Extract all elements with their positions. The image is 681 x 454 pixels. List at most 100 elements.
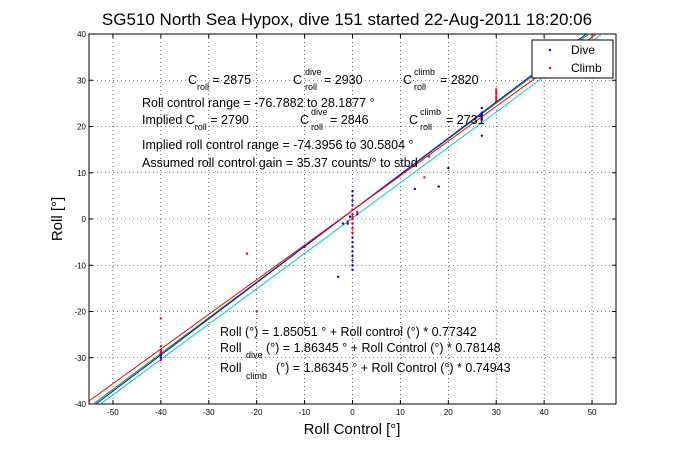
- y-tick-label: 10: [77, 169, 86, 178]
- c-roll-value: = 2875: [209, 73, 251, 87]
- implied-c-climb-superscript: climb: [420, 107, 441, 117]
- implied-roll-control-range: Implied roll control range = -74.3956 to…: [142, 138, 414, 152]
- x-tick-label: -40: [155, 408, 167, 417]
- dive-point: [346, 222, 349, 225]
- climb-point: [351, 215, 354, 218]
- c-climb-symbol: C: [403, 73, 412, 87]
- x-tick-label: -10: [299, 408, 311, 417]
- svg-text:C: C: [293, 73, 302, 87]
- c-climb-subscript: roll: [414, 82, 426, 92]
- climb-point: [351, 231, 354, 235]
- dive-point: [480, 118, 484, 121]
- climb-point: [245, 252, 249, 255]
- axis-ticks: -50 -40 -30 -20 -10 0 10 20 30 40 50 -40 -30 -20 -10 0 1…: [74, 30, 616, 417]
- implied-c-dive-subscript: roll: [311, 122, 323, 132]
- dive-point: [341, 222, 345, 225]
- dive-point: [351, 264, 354, 267]
- x-axis-label: Roll Control [°]: [304, 421, 401, 438]
- legend: Dive Climb: [531, 39, 614, 79]
- x-tick-label: 30: [492, 408, 501, 417]
- implied-c-climb-subscript: roll: [420, 122, 432, 132]
- dive-point: [480, 134, 484, 137]
- equation-roll-dive-prefix: Roll: [220, 341, 242, 355]
- equation-roll-climb-subscript: climb: [246, 371, 267, 381]
- implied-c-climb-value: = 2731: [446, 113, 485, 127]
- equation-roll-climb-prefix: Roll: [220, 361, 242, 375]
- climb-point: [480, 116, 484, 119]
- x-tick-label: 10: [396, 408, 405, 417]
- climb-point: [351, 227, 354, 230]
- grid: [89, 33, 616, 405]
- implied-c-subscript: roll: [195, 122, 207, 132]
- legend-climb-marker: [548, 66, 552, 70]
- fit-equations: Roll (°) = 1.85051 ° + Roll control (°) …: [220, 325, 511, 381]
- svg-text:Implied Croll = 2790: Implied Croll = 2790: [142, 113, 249, 132]
- climb-point: [427, 155, 431, 158]
- y-tick-label: -10: [74, 261, 86, 270]
- x-tick-label: 50: [588, 408, 597, 417]
- dive-point: [480, 113, 484, 117]
- c-dive-value: = 2930: [324, 73, 363, 87]
- x-tick-label: 20: [444, 408, 453, 417]
- y-tick-label: 40: [77, 30, 86, 39]
- legend-box: [531, 39, 614, 79]
- climb-point: [159, 351, 163, 355]
- x-tick-label: -20: [251, 408, 263, 417]
- y-tick-label: 30: [77, 76, 86, 85]
- dive-point: [480, 106, 484, 110]
- climb-point: [423, 176, 426, 179]
- dive-point: [413, 187, 416, 191]
- legend-dive-label: Dive: [571, 43, 595, 57]
- svg-text:Croll = 2875: Croll = 2875: [188, 73, 251, 92]
- climb-point: [159, 358, 163, 362]
- equation-roll-dive-subscript: dive: [246, 350, 263, 360]
- dive-point: [437, 185, 440, 188]
- climb-point: [351, 203, 354, 207]
- dive-point: [336, 275, 340, 279]
- climb-point: [356, 210, 359, 214]
- dive-point: [447, 166, 450, 170]
- c-dive-superscript: dive: [305, 67, 322, 77]
- y-axis-label: Roll [°]: [49, 197, 66, 241]
- y-tick-label: 20: [77, 123, 86, 132]
- climb-point: [346, 220, 349, 223]
- climb-point: [495, 95, 498, 98]
- assumed-roll-control-gain: Assumed roll control gain = 35.37 counts…: [142, 156, 418, 170]
- data-points: [159, 88, 498, 362]
- dive-point: [351, 240, 354, 244]
- chart-title: SG510 North Sea Hypox, dive 151 started …: [102, 10, 592, 29]
- y-tick-label: -30: [74, 354, 86, 363]
- y-tick-label: 0: [82, 215, 87, 224]
- dive-point: [159, 356, 163, 359]
- dive-point: [356, 213, 359, 216]
- y-tick-label: -40: [74, 400, 86, 409]
- dive-point: [348, 215, 352, 218]
- implied-c-dive-symbol: C: [300, 113, 309, 127]
- climb-point: [159, 317, 163, 320]
- c-climb-value: = 2820: [440, 73, 479, 87]
- c-dive-subscript: roll: [305, 82, 317, 92]
- implied-c-dive-superscript: dive: [311, 107, 328, 117]
- c-roll-subscript: roll: [197, 82, 209, 92]
- dive-point: [351, 259, 354, 262]
- equation-roll-dive-rest: (°) = 1.86345 ° + Roll Control (°) * 0.7…: [266, 341, 501, 355]
- climb-point: [159, 344, 163, 348]
- dive-point: [351, 199, 354, 202]
- x-tick-label: 0: [350, 408, 355, 417]
- climb-point: [495, 92, 498, 96]
- legend-dive-marker: [548, 48, 552, 52]
- equation-roll-climb-rest: (°) = 1.86345 ° + Roll Control (°) * 0.7…: [276, 361, 511, 375]
- c-climb-superscript: climb: [414, 67, 435, 77]
- climb-point: [351, 222, 354, 225]
- climb-point: [255, 310, 258, 313]
- dive-point: [351, 194, 354, 198]
- c-roll-symbol: C: [188, 73, 197, 87]
- implied-c-dive-value: = 2846: [330, 113, 369, 127]
- x-tick-label: 40: [540, 408, 549, 417]
- y-tick-label: -20: [74, 308, 86, 317]
- implied-c-value: = 2790: [207, 113, 249, 127]
- climb-point: [351, 208, 354, 211]
- climb-point: [495, 99, 498, 103]
- c-dive-symbol: C: [293, 73, 302, 87]
- climb-point: [351, 213, 354, 216]
